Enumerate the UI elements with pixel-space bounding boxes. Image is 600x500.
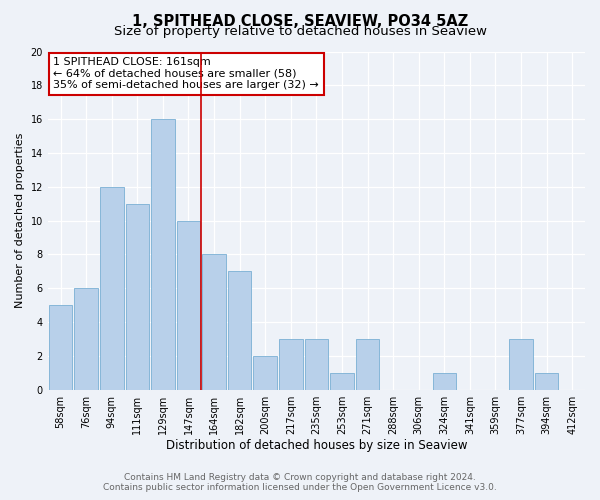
Bar [228, 272, 251, 390]
Text: 1, SPITHEAD CLOSE, SEAVIEW, PO34 5AZ: 1, SPITHEAD CLOSE, SEAVIEW, PO34 5AZ [132, 14, 468, 29]
Bar [125, 204, 149, 390]
Bar [49, 305, 73, 390]
Bar [253, 356, 277, 390]
Bar [535, 373, 559, 390]
Bar [356, 339, 379, 390]
Bar [100, 187, 124, 390]
Bar [279, 339, 302, 390]
Text: 1 SPITHEAD CLOSE: 161sqm
← 64% of detached houses are smaller (58)
35% of semi-d: 1 SPITHEAD CLOSE: 161sqm ← 64% of detach… [53, 57, 319, 90]
Bar [202, 254, 226, 390]
X-axis label: Distribution of detached houses by size in Seaview: Distribution of detached houses by size … [166, 440, 467, 452]
Bar [330, 373, 354, 390]
Bar [433, 373, 456, 390]
Y-axis label: Number of detached properties: Number of detached properties [15, 133, 25, 308]
Text: Contains HM Land Registry data © Crown copyright and database right 2024.
Contai: Contains HM Land Registry data © Crown c… [103, 473, 497, 492]
Bar [74, 288, 98, 390]
Bar [177, 220, 200, 390]
Bar [509, 339, 533, 390]
Bar [151, 119, 175, 390]
Text: Size of property relative to detached houses in Seaview: Size of property relative to detached ho… [113, 25, 487, 38]
Bar [305, 339, 328, 390]
